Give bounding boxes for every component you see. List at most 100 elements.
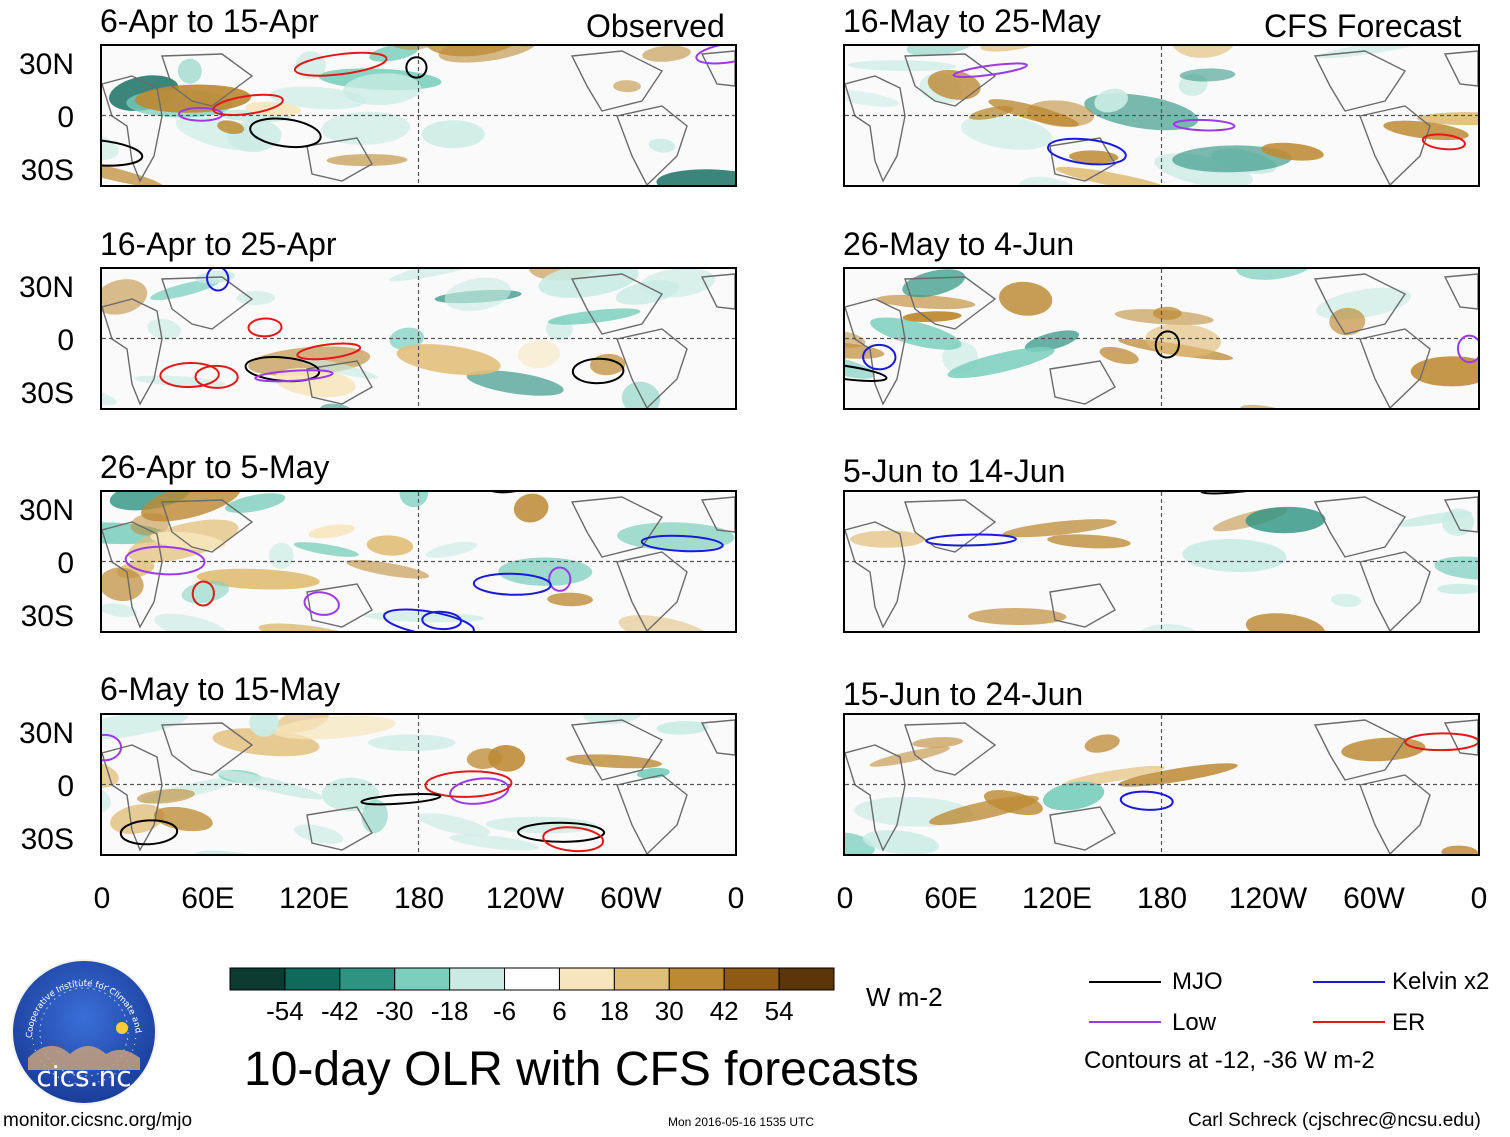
coastline (161, 53, 254, 107)
colorbar-tick-label: -30 (375, 996, 414, 1026)
coastline (1049, 360, 1116, 405)
wave-contour (925, 533, 1017, 547)
coastline (700, 719, 735, 756)
olr-anomaly-blob (656, 169, 735, 185)
observed-panel-title-4: 6-May to 15-May (100, 671, 341, 707)
ytick-30n-3: 30N (18, 494, 74, 527)
coastline (570, 719, 664, 781)
wave-contour (159, 361, 220, 389)
xtick-fc-120w: 120W (1228, 882, 1308, 915)
xtick-obs-180: 180 (393, 882, 445, 915)
olr-anomaly-blob (845, 89, 900, 107)
xtick-fc-60w: 60W (1343, 882, 1405, 915)
coastline (306, 137, 373, 182)
olr-anomaly-blob (102, 760, 119, 788)
coastline (1443, 273, 1478, 310)
coastline (845, 298, 906, 406)
olr-anomaly-blob (1261, 142, 1324, 161)
olr-anomaly-blob (361, 799, 388, 834)
wave-contour (124, 545, 206, 576)
chart-title: 10-day OLR with CFS forecasts (244, 1043, 919, 1096)
colorbar-tick-label: -18 (430, 996, 469, 1026)
wave-contour (405, 56, 428, 79)
olr-anomaly-blob (1084, 734, 1120, 753)
olr-anomaly-blob (929, 795, 1039, 825)
olr-anomaly-blob (421, 120, 485, 149)
colorbar-swatch (284, 967, 341, 991)
olr-anomaly-blob (485, 816, 597, 834)
olr-anomaly-blob (102, 603, 137, 618)
wave-contour (360, 792, 442, 806)
olr-anomaly-blob (268, 86, 366, 110)
olr-anomaly-blob (980, 46, 1045, 52)
observed-map-4 (100, 713, 737, 856)
olr-anomaly-blob (968, 607, 1067, 626)
colorbar-tick-label: 6 (552, 996, 567, 1026)
wave-contour (845, 361, 888, 382)
observed-map-2-field (102, 269, 735, 408)
coastline (102, 75, 163, 183)
coastline (1313, 50, 1407, 112)
xtick-obs-120e: 120E (278, 882, 350, 915)
forecast-map-1 (843, 44, 1480, 187)
ytick-0-4: 0 (57, 770, 74, 803)
olr-anomaly-blob (102, 129, 119, 161)
olr-anomaly-blob (1329, 307, 1366, 336)
ytick-30s-4: 30S (20, 823, 74, 856)
olr-anomaly-blob (258, 623, 357, 631)
wave-contour (247, 317, 283, 338)
olr-anomaly-blob (153, 806, 213, 832)
coastline (904, 722, 997, 776)
wave-contour (102, 733, 123, 762)
olr-anomaly-blob (217, 120, 245, 135)
legend-note: Contours at -12, -36 W m-2 (1084, 1047, 1375, 1074)
colorbar-swatch (394, 967, 451, 991)
forecast-map-3-field (845, 492, 1478, 631)
wave-contour (424, 770, 513, 798)
coastline (102, 744, 163, 852)
xtick-fc-0: 0 (836, 882, 854, 915)
olr-anomaly-blob (150, 531, 226, 550)
olr-anomaly-blob (147, 318, 182, 340)
wave-contour (952, 62, 1028, 78)
wave-contour (1172, 118, 1236, 132)
xtick-obs-0-end: 0 (727, 882, 745, 915)
forecast-panel-title-1: 16-May to 25-May (843, 3, 1101, 39)
olr-anomaly-blob (648, 138, 676, 153)
coastline (616, 551, 688, 631)
colorbar-tick-label: -54 (266, 996, 304, 1026)
wave-contour (383, 608, 475, 631)
forecast-map-4 (843, 713, 1480, 856)
olr-anomaly-blob (225, 493, 286, 513)
xtick-obs-60w: 60W (600, 882, 662, 915)
ytick-30n-4: 30N (18, 717, 74, 750)
logo-text: cics.nc (36, 1060, 131, 1093)
olr-anomaly-blob (1330, 593, 1362, 608)
olr-anomaly-blob (1094, 88, 1129, 113)
olr-anomaly-blob (547, 592, 594, 607)
olr-anomaly-blob (346, 559, 430, 579)
olr-anomaly-blob (1055, 166, 1172, 185)
olr-anomaly-blob (154, 613, 230, 631)
colorbar-swatch (229, 967, 286, 991)
olr-anomaly-blob (1441, 845, 1478, 854)
olr-anomaly-blob (1245, 613, 1326, 631)
colorbar-swatch (723, 967, 780, 991)
olr-anomaly-blob (848, 60, 957, 72)
olr-anomaly-blob (692, 492, 734, 494)
legend-lines (1089, 981, 1385, 1023)
coastline (904, 276, 997, 330)
olr-anomaly-blob (517, 339, 561, 369)
footer-url[interactable]: monitor.cicsnc.org/mjo (3, 1110, 193, 1131)
legend-low-label: Low (1172, 1009, 1217, 1036)
coastline (102, 298, 163, 406)
wave-contour (542, 826, 605, 853)
coastline (1359, 105, 1431, 185)
xtick-fc-0-end: 0 (1470, 882, 1488, 915)
observed-panel-title-3: 26-Apr to 5-May (100, 449, 330, 485)
olr-anomaly-blob (1341, 737, 1426, 762)
olr-anomaly-blob (102, 567, 144, 602)
xtick-obs-120w: 120W (485, 882, 565, 915)
olr-anomaly-blob (1042, 781, 1105, 811)
legend-mjo-label: MJO (1172, 968, 1223, 995)
